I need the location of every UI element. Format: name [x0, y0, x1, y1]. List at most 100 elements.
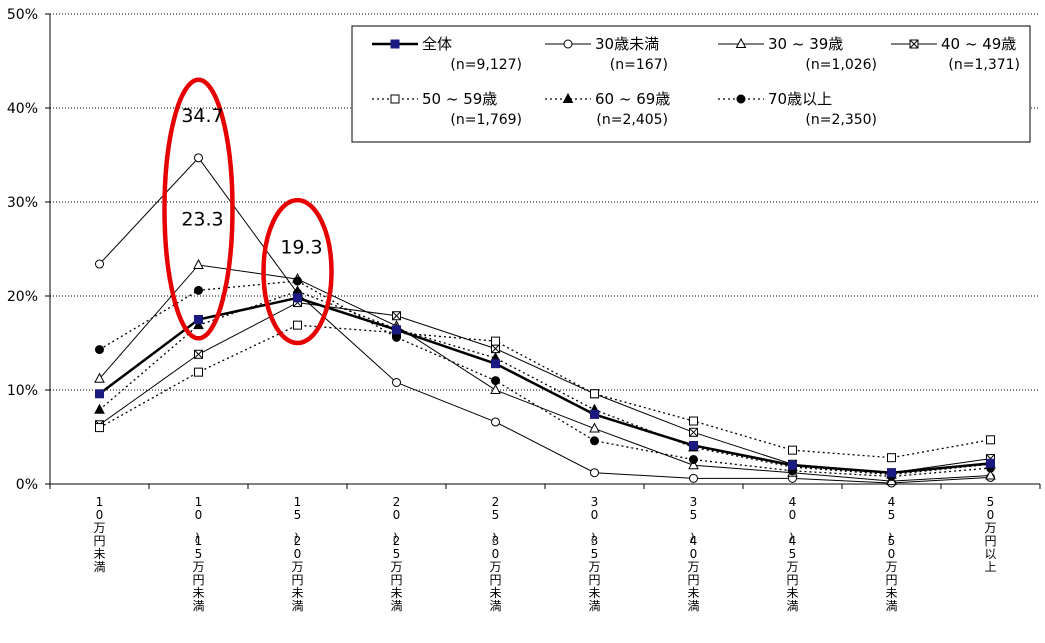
highlight-ellipse	[162, 77, 235, 341]
y-tick-label: 30%	[7, 195, 38, 211]
legend: 全体 (n=9,127) 30歳未満 (n=167) 30 ~ 39歳 (n=1,026)…	[351, 25, 1031, 143]
data-point	[689, 473, 698, 483]
x-category-label: 4 5 ～5 0 万円未満	[882, 495, 897, 613]
data-point	[194, 153, 203, 163]
series-5	[94, 285, 996, 479]
marker-cross	[491, 344, 500, 353]
legend-label: 50 ~ 59歳	[422, 90, 497, 108]
data-point	[293, 293, 302, 303]
series-lines	[94, 153, 996, 488]
data-point	[689, 440, 698, 450]
value-annotation: 23.3	[181, 209, 223, 231]
series-6	[95, 276, 995, 481]
data-point	[95, 389, 104, 399]
legend-entry: 70歳以上 (n=2,350)	[718, 90, 877, 128]
data-point	[193, 258, 204, 269]
series-line	[99, 264, 991, 482]
data-point	[392, 377, 401, 387]
value-annotation: 19.3	[280, 237, 322, 259]
data-point	[95, 423, 104, 433]
marker-cross	[909, 39, 919, 49]
data-point	[590, 468, 599, 478]
legend-sample-size: (n=2,350)	[805, 112, 877, 128]
y-tick-label: 0%	[16, 477, 38, 493]
series-4	[95, 320, 995, 463]
data-point	[887, 468, 896, 478]
legend-sample-size: (n=1,026)	[805, 57, 877, 73]
data-point	[491, 344, 500, 354]
x-category-label: 2 5 ～3 0 万円未満	[486, 495, 501, 613]
legend-label: 全体	[422, 35, 452, 53]
series-line	[99, 280, 991, 478]
legend-marker	[735, 37, 747, 48]
data-point	[689, 416, 698, 426]
data-point	[95, 259, 104, 269]
series-0	[95, 293, 995, 478]
data-point	[491, 359, 500, 369]
data-point	[689, 455, 698, 465]
data-point	[392, 311, 401, 321]
data-point	[194, 285, 203, 295]
legend-marker	[390, 39, 400, 49]
series-line	[99, 157, 991, 484]
series-line	[99, 324, 991, 459]
legend-sample-size: (n=1,371)	[948, 57, 1020, 73]
legend-sample-size: (n=2,405)	[596, 112, 668, 128]
data-point	[94, 372, 105, 383]
x-category-label: 2 0 ～2 5 万円未満	[387, 495, 402, 613]
legend-entry: 30 ~ 39歳 (n=1,026)	[718, 35, 877, 73]
legend-marker	[390, 94, 400, 104]
legend-entry: 全体 (n=9,127)	[372, 35, 522, 73]
legend-entry: 30歳未満 (n=167)	[545, 35, 668, 73]
data-point	[887, 453, 896, 463]
legend-marker	[563, 39, 573, 49]
value-annotation: 34.7	[181, 105, 223, 127]
data-point	[688, 459, 699, 470]
legend-entry: 50 ~ 59歳 (n=1,769)	[372, 90, 522, 128]
data-point	[589, 422, 600, 433]
legend-label: 60 ~ 69歳	[595, 90, 670, 108]
data-point	[590, 409, 599, 419]
legend-entry: 60 ~ 69歳 (n=2,405)	[545, 90, 670, 128]
data-point	[491, 376, 500, 386]
highlight-ellipse	[261, 197, 334, 346]
x-category-labels: 1 0 万円未満 1 0 ～1 5 万円未満 1 5 ～2 0 万円未満 2 0 ～2 5 万円未満 2 5 ～3 0 万円…	[93, 495, 996, 613]
data-point	[194, 367, 203, 377]
legend-sample-size: (n=1,769)	[450, 112, 522, 128]
legend-marker	[909, 39, 919, 49]
data-point	[986, 458, 995, 468]
data-point	[94, 403, 105, 414]
data-point	[194, 349, 203, 359]
marker-cross	[689, 427, 698, 437]
x-category-label: 3 5 ～4 0 万円未満	[684, 495, 699, 613]
x-category-label: 3 0 ～3 5 万円未満	[585, 495, 600, 613]
x-category-label: 1 5 ～2 0 万円未満	[288, 495, 303, 613]
y-tick-label: 20%	[7, 289, 38, 305]
legend-sample-size: (n=9,127)	[450, 57, 522, 73]
legend-marker	[562, 92, 574, 103]
x-category-label: 1 0 ～1 5 万円未満	[189, 495, 204, 613]
series-3	[95, 298, 995, 478]
data-point	[788, 445, 797, 455]
legend-sample-size: (n=167)	[610, 57, 668, 73]
data-point	[293, 320, 302, 330]
legend-entry: 40 ~ 49歳 (n=1,371)	[891, 35, 1020, 73]
data-point	[490, 383, 501, 394]
y-tick-label: 10%	[7, 383, 38, 399]
data-point	[95, 345, 104, 355]
x-category-label: 4 0 ～4 5 万円未満	[783, 495, 798, 613]
data-point	[392, 332, 401, 342]
legend-label: 30歳未満	[595, 35, 659, 53]
data-point	[590, 436, 599, 446]
data-point	[193, 319, 204, 330]
legend-label: 70歳以上	[768, 90, 832, 108]
y-tick-label: 50%	[7, 7, 38, 23]
data-point	[689, 427, 698, 437]
y-tick-label: 40%	[7, 101, 38, 117]
data-point	[491, 417, 500, 427]
data-point	[392, 325, 401, 335]
axes	[45, 13, 1041, 489]
data-point	[590, 389, 599, 399]
x-category-label: 5 0 万円以上	[984, 495, 996, 574]
